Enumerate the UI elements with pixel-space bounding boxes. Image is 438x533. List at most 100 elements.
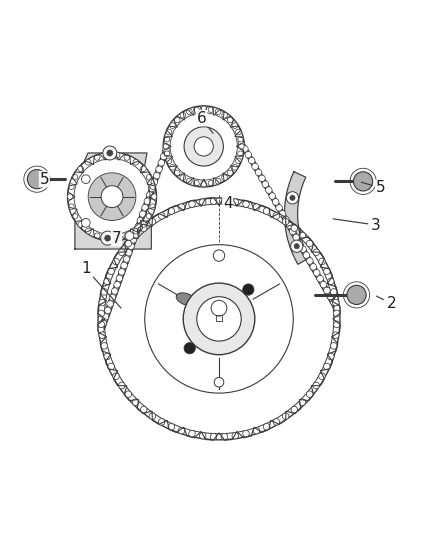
Circle shape (85, 228, 91, 234)
Circle shape (307, 258, 313, 264)
Circle shape (78, 166, 84, 172)
Circle shape (242, 146, 248, 152)
Circle shape (162, 147, 169, 154)
Circle shape (116, 275, 123, 281)
Circle shape (208, 107, 214, 112)
Circle shape (81, 219, 90, 227)
Circle shape (151, 194, 157, 199)
Circle shape (105, 235, 111, 241)
Circle shape (334, 305, 340, 311)
Circle shape (72, 213, 78, 219)
Circle shape (123, 256, 130, 262)
Circle shape (199, 199, 206, 205)
Circle shape (146, 174, 152, 180)
Circle shape (332, 332, 339, 338)
Circle shape (227, 117, 233, 123)
Circle shape (232, 199, 239, 205)
Circle shape (187, 109, 192, 115)
Circle shape (279, 211, 286, 217)
Circle shape (103, 146, 117, 160)
Circle shape (331, 343, 337, 349)
Circle shape (144, 198, 151, 205)
Circle shape (236, 158, 241, 164)
Circle shape (208, 181, 214, 186)
Circle shape (259, 175, 265, 182)
Circle shape (238, 151, 244, 157)
Text: 2: 2 (377, 296, 396, 311)
Circle shape (263, 423, 270, 430)
Circle shape (283, 413, 289, 419)
Circle shape (262, 181, 268, 188)
Circle shape (85, 159, 91, 165)
Circle shape (290, 195, 295, 200)
Circle shape (331, 289, 337, 295)
Circle shape (163, 143, 169, 149)
Circle shape (189, 430, 195, 437)
Circle shape (243, 201, 249, 207)
Circle shape (286, 222, 293, 229)
Circle shape (210, 433, 217, 440)
Circle shape (232, 123, 238, 128)
Circle shape (133, 228, 139, 234)
Circle shape (178, 427, 185, 434)
Circle shape (189, 201, 195, 207)
Circle shape (178, 204, 185, 211)
Circle shape (327, 293, 334, 300)
Circle shape (124, 155, 130, 160)
Text: 1: 1 (81, 261, 121, 308)
Circle shape (347, 285, 366, 304)
Circle shape (199, 432, 206, 439)
Circle shape (294, 244, 299, 249)
Circle shape (299, 399, 306, 406)
Circle shape (243, 284, 254, 295)
Circle shape (265, 187, 272, 193)
Circle shape (276, 205, 283, 211)
Circle shape (248, 157, 255, 164)
Circle shape (98, 310, 105, 317)
Circle shape (213, 250, 225, 261)
Circle shape (174, 170, 180, 176)
Circle shape (290, 240, 303, 252)
Circle shape (94, 233, 100, 239)
Circle shape (107, 150, 113, 156)
Circle shape (252, 163, 258, 170)
Circle shape (324, 268, 330, 274)
Circle shape (255, 169, 262, 176)
Circle shape (101, 231, 115, 245)
Circle shape (114, 281, 120, 288)
Circle shape (307, 240, 313, 247)
Text: 5: 5 (361, 180, 385, 196)
Circle shape (118, 249, 125, 255)
Circle shape (187, 178, 192, 184)
Circle shape (164, 136, 170, 142)
Circle shape (324, 363, 330, 370)
Circle shape (118, 382, 125, 389)
Circle shape (114, 236, 120, 241)
Circle shape (303, 252, 310, 259)
Circle shape (174, 117, 180, 123)
Polygon shape (75, 153, 151, 249)
Ellipse shape (176, 293, 196, 305)
Circle shape (125, 249, 132, 256)
Circle shape (184, 127, 223, 166)
Circle shape (313, 382, 320, 389)
Circle shape (160, 153, 167, 160)
Circle shape (307, 391, 313, 398)
Circle shape (159, 418, 165, 425)
Circle shape (118, 269, 125, 275)
Text: 7: 7 (112, 231, 121, 246)
Circle shape (170, 123, 175, 128)
Circle shape (168, 423, 175, 430)
Circle shape (227, 170, 233, 176)
Circle shape (108, 363, 114, 370)
Circle shape (283, 219, 289, 225)
Circle shape (286, 192, 299, 204)
Circle shape (243, 430, 249, 437)
Circle shape (168, 208, 175, 214)
Circle shape (101, 343, 107, 349)
Circle shape (215, 109, 221, 115)
Circle shape (221, 198, 228, 205)
Circle shape (253, 427, 260, 434)
Circle shape (324, 287, 330, 294)
Circle shape (132, 399, 139, 406)
